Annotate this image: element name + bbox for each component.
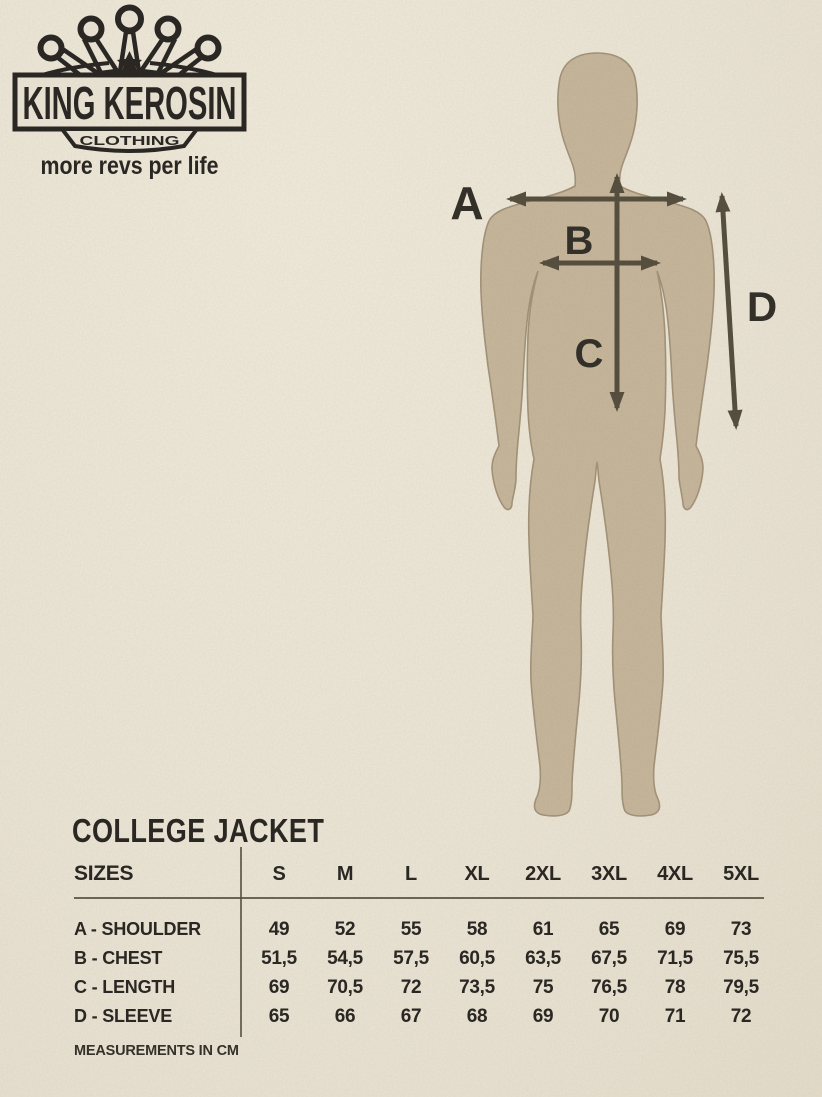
label-c-length: C (574, 332, 604, 376)
human-silhouette (480, 52, 715, 817)
measurements-footnote: MEASUREMENTS IN CM (74, 1043, 239, 1059)
size-value: 76,5 (591, 976, 627, 998)
size-value: 51,5 (261, 947, 297, 969)
size-col-3xl: 3XL (591, 862, 627, 885)
brand-logo: KING KEROSIN CLOTHING more revs per life (12, 4, 247, 180)
size-value: 49 (268, 918, 290, 940)
brand-sub: CLOTHING (80, 133, 180, 148)
size-value: 60,5 (459, 947, 495, 969)
size-value: 54,5 (327, 947, 363, 969)
table-row: C - LENGTH 69 70,5 72 73,5 75 76,5 78 79,5 (74, 973, 774, 1002)
brand-tagline: more revs per life (41, 152, 219, 180)
page-title: COLLEGE JACKET (72, 812, 325, 849)
size-value: 69 (532, 1005, 554, 1027)
size-value: 65 (268, 1005, 290, 1027)
size-value: 72 (400, 976, 422, 998)
measure-arrow-d (715, 192, 743, 430)
size-value: 79,5 (723, 976, 759, 998)
table-row: A - SHOULDER 49 52 55 58 61 65 69 73 (74, 915, 774, 944)
size-col-s: S (272, 862, 286, 885)
size-col-xl: XL (464, 862, 490, 885)
size-value: 63,5 (525, 947, 561, 969)
size-col-5xl: 5XL (723, 862, 759, 885)
label-a-shoulder: A (450, 177, 484, 229)
table-header-rule (74, 897, 764, 899)
row-label: C - LENGTH (74, 977, 175, 997)
size-value: 52 (334, 918, 356, 940)
table-rows: A - SHOULDER 49 52 55 58 61 65 69 73 B - CHEST 51,… (74, 915, 774, 1031)
size-col-4xl: 4XL (657, 862, 693, 885)
size-value: 57,5 (393, 947, 429, 969)
sizes-header: SIZES (74, 862, 134, 885)
size-value: 75,5 (723, 947, 759, 969)
label-b-chest: B (564, 219, 594, 263)
size-value: 66 (334, 1005, 356, 1027)
row-label: A - SHOULDER (74, 919, 201, 939)
table-row: B - CHEST 51,5 54,5 57,5 60,5 63,5 67,5 71,5 75,… (74, 944, 774, 973)
size-value: 73,5 (459, 976, 495, 998)
size-value: 68 (466, 1005, 488, 1027)
size-value: 67 (400, 1005, 422, 1027)
size-value: 65 (598, 918, 620, 940)
size-value: 67,5 (591, 947, 627, 969)
size-value: 73 (730, 918, 752, 940)
size-value: 69 (664, 918, 686, 940)
size-value: 70 (598, 1005, 620, 1027)
size-col-l: L (405, 862, 417, 885)
table-row: D - SLEEVE 65 66 67 68 69 70 71 72 (74, 1002, 774, 1031)
size-table: SIZES S M L XL 2XL 3XL 4XL 5XL A - SHOUL… (74, 851, 774, 1031)
brand-name: KING KEROSIN (23, 77, 237, 129)
label-d-sleeve: D (746, 283, 778, 330)
size-value: 55 (400, 918, 422, 940)
size-value: 78 (664, 976, 686, 998)
size-value: 72 (730, 1005, 752, 1027)
size-value: 61 (532, 918, 554, 940)
size-value: 75 (532, 976, 554, 998)
row-label: B - CHEST (74, 948, 163, 968)
size-value: 71,5 (657, 947, 693, 969)
size-col-m: M (336, 862, 354, 885)
size-value: 58 (466, 918, 488, 940)
size-value: 70,5 (327, 976, 363, 998)
size-value: 69 (268, 976, 290, 998)
size-col-2xl: 2XL (525, 862, 561, 885)
row-label: D - SLEEVE (74, 1006, 173, 1026)
table-header-row: SIZES S M L XL 2XL 3XL 4XL 5XL (74, 851, 774, 897)
size-value: 71 (664, 1005, 686, 1027)
